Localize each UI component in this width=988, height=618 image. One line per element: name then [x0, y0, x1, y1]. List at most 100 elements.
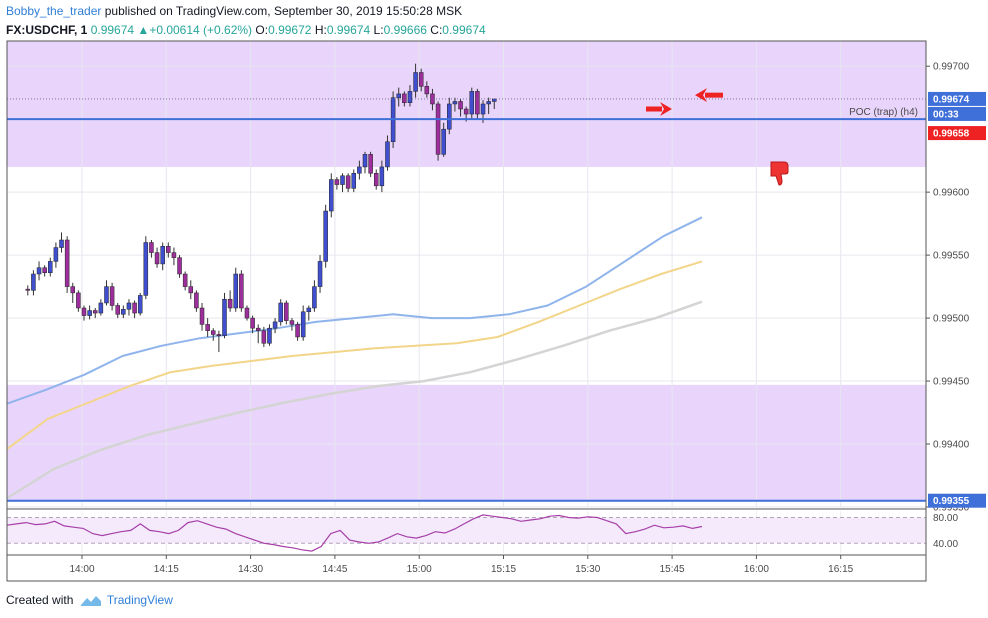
candle-body [59, 239, 64, 248]
candlesticks [25, 63, 497, 353]
tradingview-link[interactable]: TradingView [106, 593, 173, 607]
candle-body [154, 252, 160, 265]
candle-9 [76, 290, 81, 312]
candle-80 [475, 88, 480, 120]
rsi-tick-label: 80.00 [933, 513, 958, 524]
low-label: L: [373, 23, 384, 37]
candle-body [329, 179, 334, 212]
candle-44 [272, 318, 278, 334]
candle-body [357, 166, 362, 174]
candle-body [137, 295, 143, 314]
zone-band-0 [7, 41, 926, 167]
y-tick-label: 0.99450 [933, 377, 970, 388]
candle-68 [407, 85, 413, 107]
candle-body [323, 210, 328, 262]
candle-body [36, 267, 42, 275]
candle-body [143, 242, 149, 296]
candle-body [295, 324, 300, 338]
candle-body [216, 334, 222, 336]
footer-attribution: Created with TradingView [6, 593, 173, 607]
low-value: 0.99666 [383, 23, 427, 37]
candle-body [188, 286, 194, 294]
candle-74 [441, 122, 446, 157]
candle-70 [418, 68, 424, 92]
candle-45 [278, 299, 283, 326]
time-axis[interactable]: 14:00 14:15 14:30 14:45 15:00 15:15 15:30 15:45… [69, 555, 854, 575]
tradingview-logo-icon [80, 596, 101, 606]
candle-4 [48, 257, 53, 277]
thumbs-down-icon [770, 161, 789, 186]
annotations [646, 88, 789, 186]
candle-55 [334, 177, 340, 190]
candle-53 [323, 204, 328, 268]
last-price-tag: 0.99674 [933, 94, 970, 105]
support-price-tag-bg [928, 493, 986, 508]
candle-body [104, 286, 109, 304]
open-value: 0.99672 [268, 23, 312, 37]
candle-28 [182, 271, 188, 291]
thumbs-down-shape [770, 161, 789, 186]
candle-body [424, 86, 430, 95]
candle-82 [486, 97, 491, 115]
author-link[interactable]: Bobby_the_trader [6, 4, 102, 18]
price-axis[interactable]: 0.99700 0.99600 0.99550 0.99500 0.99450 0.994… [926, 62, 986, 550]
x-tick-label: 14:00 [69, 564, 94, 575]
poc-price-tag: 0.99658 [933, 129, 970, 140]
candle-59 [357, 160, 362, 180]
candle-69 [413, 63, 418, 98]
candle-3 [42, 265, 47, 277]
arrow-left-shaft [705, 92, 723, 98]
candle-8 [70, 282, 76, 303]
candle-body [64, 239, 70, 287]
candle-62 [373, 169, 379, 190]
chart-border [6, 40, 927, 582]
x-tick-label: 14:30 [238, 564, 263, 575]
candle-body [199, 307, 205, 325]
symbol-label: FX:USDCHF, 1 [6, 23, 88, 37]
candle-39 [244, 305, 250, 321]
support-price-tag: 0.99355 [933, 496, 970, 507]
candle-49 [300, 305, 306, 341]
candle-body [42, 267, 47, 273]
candle-16 [115, 302, 120, 319]
candle-27 [177, 255, 182, 278]
candle-body [149, 242, 154, 253]
candle-body [469, 91, 475, 115]
candle-75 [447, 97, 452, 135]
rsi-tick-label: 40.00 [933, 539, 958, 550]
candle-body [402, 93, 407, 103]
publish-info: Bobby_the_trader published on TradingVie… [6, 4, 462, 18]
candle-body [289, 320, 295, 325]
candle-2 [36, 261, 42, 281]
symbol-legend: FX:USDCHF, 1 0.99674 ▲+0.00614 (+0.62%) … [6, 23, 486, 37]
candle-body [227, 298, 233, 309]
candle-14 [104, 280, 109, 306]
candle-body [492, 98, 497, 102]
rsi-pane [6, 514, 926, 552]
x-tick-label: 14:15 [154, 564, 179, 575]
x-tick-label: 16:15 [828, 564, 853, 575]
candle-body [458, 101, 463, 110]
close-value: 0.99674 [442, 23, 486, 37]
candle-body [239, 273, 244, 309]
candle-body [261, 330, 267, 344]
candle-52 [317, 255, 323, 293]
arrow-left-icon [695, 88, 707, 103]
candle-35 [222, 292, 227, 339]
candle-56 [340, 173, 345, 193]
y-tick-label: 0.99500 [933, 314, 970, 325]
candle-58 [351, 169, 357, 193]
up-triangle-icon: ▲ [137, 23, 150, 37]
candle-body [475, 91, 480, 115]
candle-25 [166, 242, 171, 258]
candle-body [300, 311, 306, 338]
candle-body [244, 307, 250, 319]
zone-band-1 [7, 384, 926, 501]
candle-23 [154, 247, 160, 268]
candle-body [340, 175, 345, 185]
candle-body [194, 292, 199, 309]
candle-42 [261, 326, 267, 348]
candle-48 [295, 321, 300, 341]
candle-20 [137, 292, 143, 316]
